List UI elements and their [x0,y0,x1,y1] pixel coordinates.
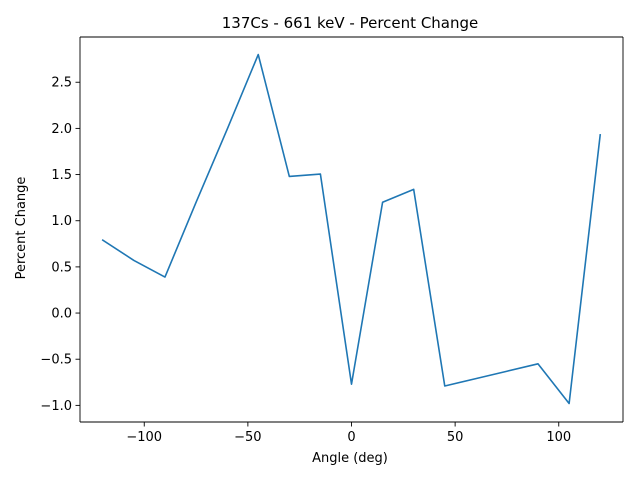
y-tick-label: −0.5 [40,353,72,368]
chart-title: 137Cs - 661 keV - Percent Change [222,14,479,32]
x-tick-label: 0 [347,430,355,445]
plot-area [79,36,624,423]
y-tick-label: 2.5 [51,76,72,91]
x-axis-ticks: −100 −50 0 50 100 [126,422,571,445]
series-line-0 [101,53,602,405]
x-tick-label: −100 [126,430,162,445]
y-tick-label: 1.5 [51,168,72,183]
y-axis-ticks: −1.0 −0.5 0.0 0.5 1.0 1.5 2.0 2.5 [40,76,80,414]
x-tick-label: 50 [447,430,464,445]
y-tick-label: 0.0 [51,307,72,322]
y-tick-label: 0.5 [51,260,72,275]
y-axis-label: Percent Change [14,177,29,280]
x-tick-label: −50 [234,430,261,445]
y-tick-label: 2.0 [51,122,72,137]
x-axis-label: Angle (deg) [312,451,388,466]
y-tick-label: −1.0 [40,399,72,414]
x-tick-label: 100 [546,430,571,445]
y-tick-label: 1.0 [51,214,72,229]
